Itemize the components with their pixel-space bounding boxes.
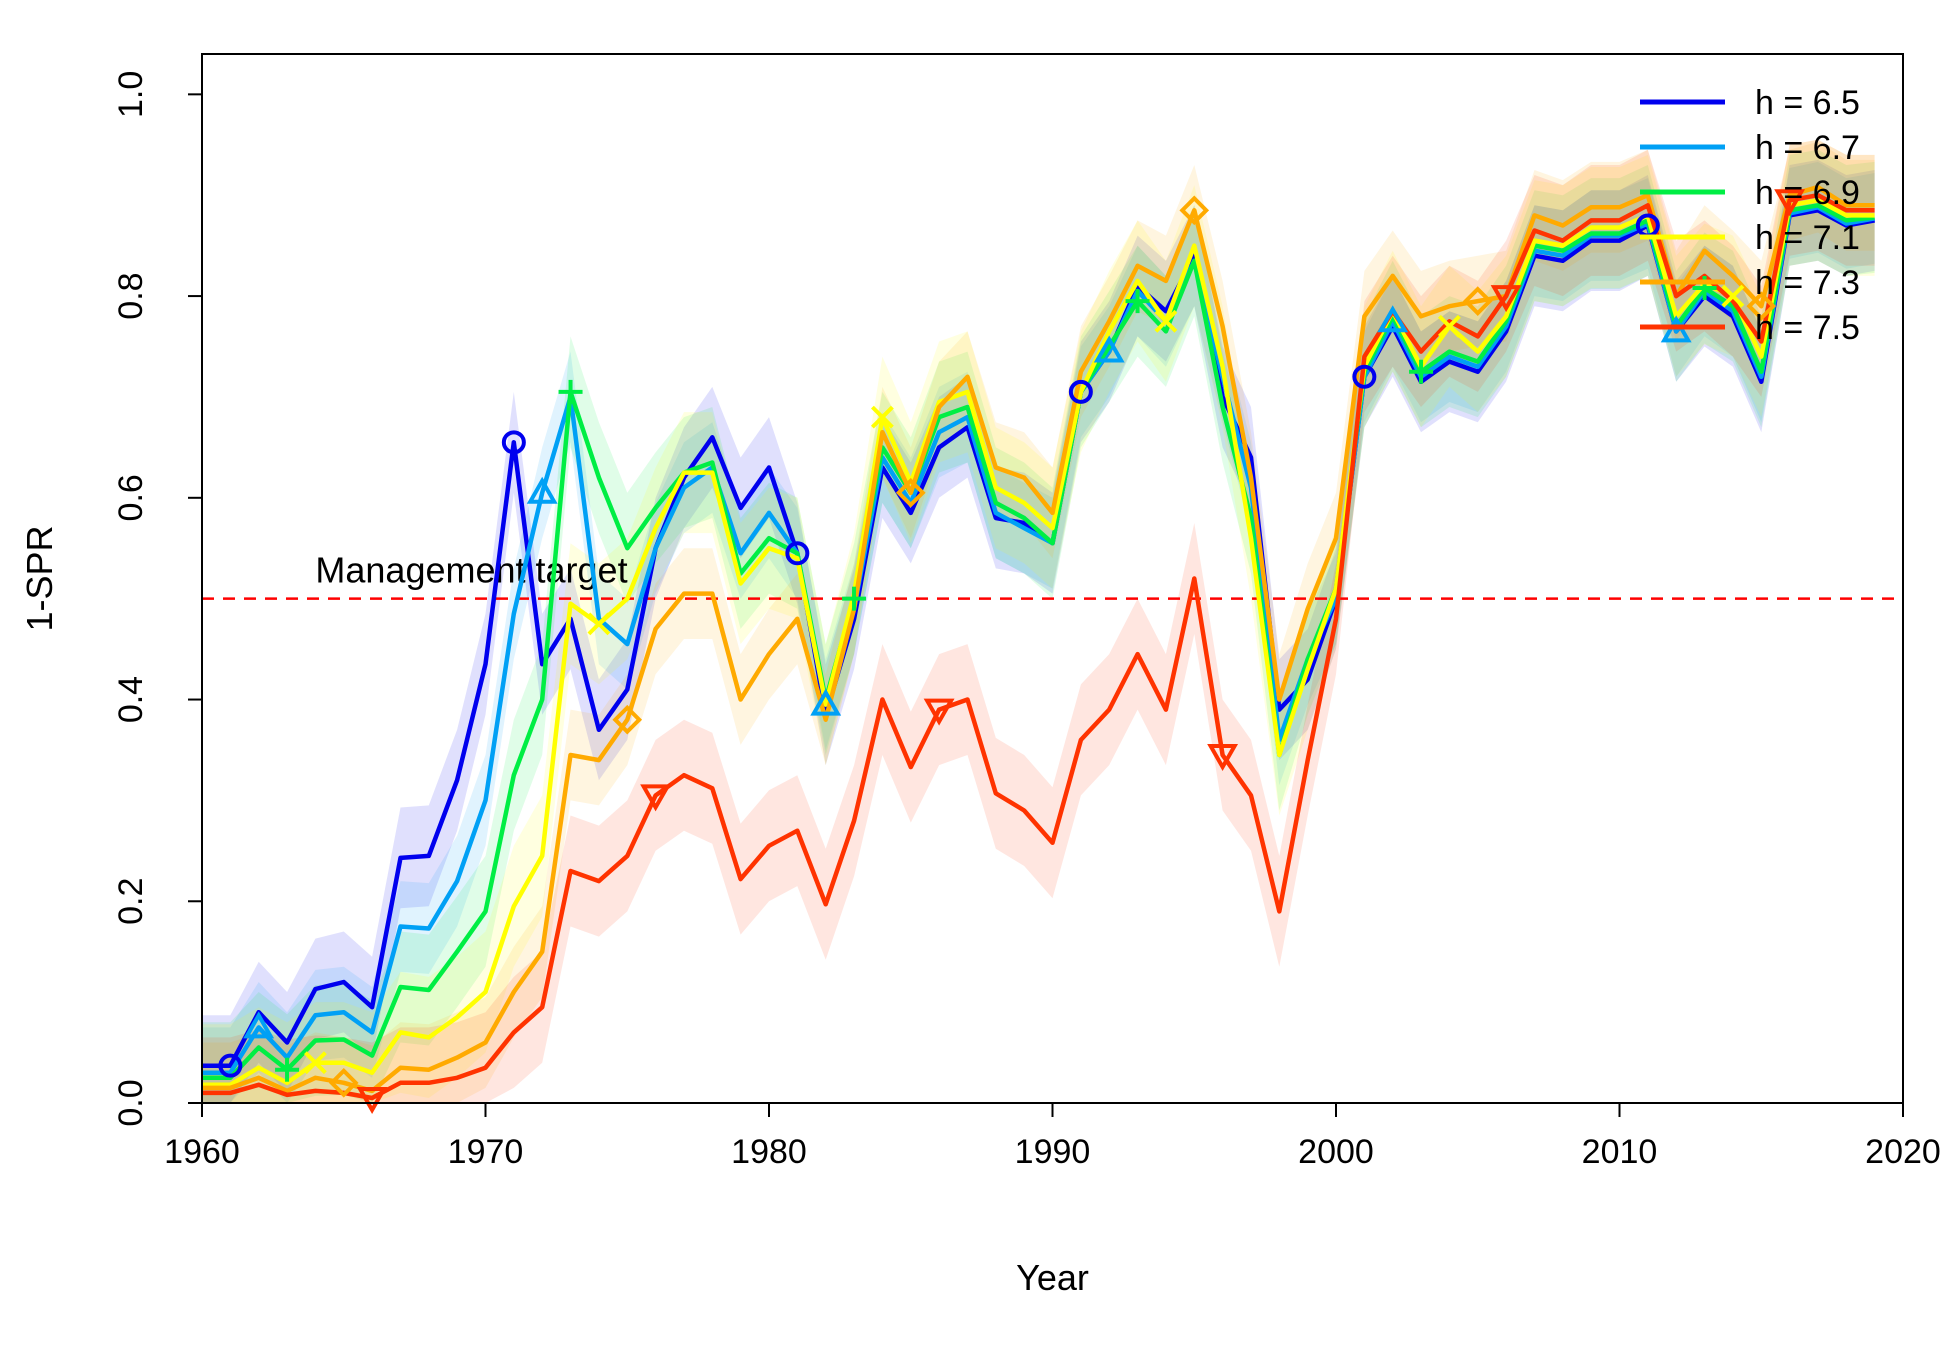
marker-series-3-1983 — [842, 586, 867, 611]
marker-series-3-1963 — [275, 1057, 300, 1082]
marker-series-5-2015 — [1746, 291, 1777, 321]
marker-series-3-1993 — [1125, 289, 1150, 314]
line-series-6 — [202, 192, 1875, 1101]
management-target-label: Management target — [315, 550, 627, 591]
marker-series-2-1992 — [1093, 335, 1125, 363]
y-tick-label: 0.0 — [112, 1079, 150, 1126]
marker-series-6-1996 — [1207, 744, 1239, 772]
x-tick-label: 2010 — [1582, 1133, 1658, 1171]
legend-label-4: h = 7.1 — [1755, 219, 1860, 257]
legend-label-1: h = 6.5 — [1755, 84, 1860, 122]
x-tick-label: 1990 — [1015, 1133, 1091, 1171]
marker-series-5-1985 — [895, 477, 926, 508]
band-series-4 — [202, 139, 1875, 1103]
series-lines — [202, 184, 1875, 1101]
marker-series-2-1972 — [526, 476, 558, 504]
x-tick-label: 1980 — [731, 1133, 807, 1171]
y-tick-label: 0.4 — [112, 676, 150, 723]
marker-series-4-1974 — [587, 612, 611, 636]
legend-label-3: h = 6.9 — [1755, 174, 1860, 212]
band-series-3 — [202, 149, 1875, 1104]
x-axis-title: Year — [1016, 1257, 1089, 1298]
marker-series-1-1971 — [501, 430, 526, 455]
marker-series-6-1976 — [640, 784, 672, 812]
marker-series-6-2016 — [1774, 189, 1806, 217]
marker-series-6-2006 — [1490, 285, 1522, 313]
x-tick-label: 1970 — [448, 1133, 524, 1171]
marker-series-4-2014 — [1721, 284, 1745, 308]
y-tick-label: 1.0 — [112, 71, 150, 118]
marker-series-2-2012 — [1660, 315, 1692, 343]
band-series-1 — [202, 159, 1875, 1103]
y-tick-label: 0.6 — [112, 474, 150, 521]
marker-series-1-2001 — [1352, 364, 1377, 389]
band-series-2 — [202, 161, 1875, 1103]
line-series-5 — [202, 184, 1875, 1094]
y-tick-label: 0.8 — [112, 272, 150, 319]
marker-series-1-1981 — [785, 541, 810, 566]
marker-series-6-1966 — [356, 1086, 388, 1114]
x-axis: 1960 1970 1980 1990 2000 2010 2020 — [164, 1102, 1941, 1171]
marker-series-6-1986 — [923, 698, 955, 726]
legend-label-6: h = 7.5 — [1755, 309, 1860, 347]
marker-series-4-1994 — [1154, 309, 1178, 333]
y-axis: 0.0 0.2 0.4 0.6 0.8 1.0 — [112, 71, 203, 1127]
x-tick-label: 1960 — [164, 1133, 240, 1171]
x-tick-label: 2000 — [1298, 1133, 1374, 1171]
marker-series-4-1984 — [870, 405, 894, 429]
marker-series-5-1995 — [1179, 195, 1210, 226]
series-markers — [218, 189, 1806, 1114]
line-series-4 — [202, 198, 1875, 1088]
y-axis-title: 1-SPR — [19, 525, 60, 631]
marker-series-4-2004 — [1437, 314, 1461, 338]
marker-series-3-2003 — [1409, 359, 1434, 384]
marker-series-3-1973 — [558, 379, 583, 404]
marker-series-5-1975 — [612, 704, 643, 735]
marker-series-1-1961 — [218, 1053, 243, 1078]
marker-series-5-2005 — [1462, 286, 1493, 316]
marker-series-5-1965 — [328, 1067, 359, 1098]
marker-series-4-1964 — [303, 1051, 327, 1075]
line-series-3 — [202, 203, 1875, 1081]
x-tick-label: 2020 — [1865, 1133, 1941, 1171]
legend: h = 6.5 h = 6.7 h = 6.9 h = 7.1 h = 7.3 h = 7… — [1640, 84, 1860, 347]
legend-label-5: h = 7.3 — [1755, 264, 1860, 302]
marker-series-2-1962 — [243, 1011, 275, 1039]
y-tick-label: 0.2 — [112, 878, 150, 925]
marker-series-2-2002 — [1377, 305, 1409, 333]
legend-label-2: h = 6.7 — [1755, 129, 1860, 167]
marker-series-2-1982 — [810, 688, 842, 716]
marker-series-1-1991 — [1068, 379, 1093, 404]
